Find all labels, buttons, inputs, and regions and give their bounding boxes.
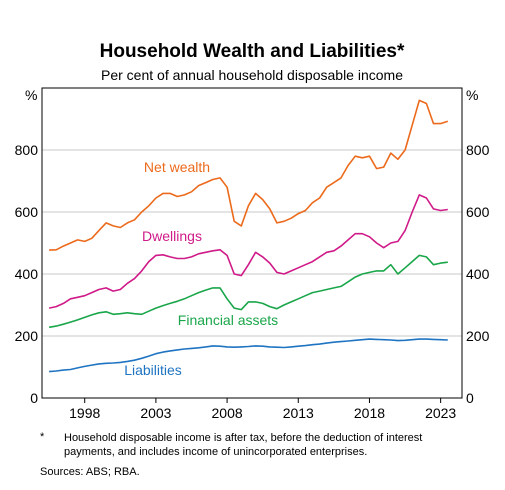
y-tick-label-left: 0 [30, 390, 38, 406]
y-tick-label-right: 0 [466, 390, 474, 406]
series-label: Financial assets [178, 312, 278, 328]
series-line [48, 254, 448, 329]
x-tick-label: 2018 [354, 405, 385, 421]
y-tick-label-left: 200 [15, 328, 39, 344]
plot-frame [41, 87, 463, 399]
x-tick-label: 2003 [140, 405, 171, 421]
y-tick-label-right: 400 [466, 266, 490, 282]
x-tick-label: 1998 [69, 405, 100, 421]
footnote-marker: * [40, 431, 45, 443]
y-tick-label-right: 800 [466, 142, 490, 158]
series-line [49, 338, 448, 373]
series-line [48, 194, 448, 309]
x-tick-label: 2008 [212, 405, 243, 421]
footnote: Household disposable income is after tax… [64, 432, 423, 458]
x-tick-label: 2023 [425, 405, 456, 421]
sources: Sources: ABS; RBA. [40, 466, 140, 478]
y-tick-label-left: 600 [15, 204, 39, 220]
series-label: Net wealth [144, 159, 210, 175]
chart-subtitle: Per cent of annual household disposable … [101, 67, 403, 83]
chart-title: Household Wealth and Liabilities* [100, 41, 405, 62]
y-unit-left: % [25, 87, 37, 103]
footnote-box: Household disposable income is after tax… [64, 432, 423, 458]
y-tick-label-right: 600 [466, 204, 490, 220]
series-line [49, 99, 449, 251]
series-label: Dwellings [142, 228, 202, 244]
series-label: Liabilities [124, 362, 182, 378]
y-unit-right: % [466, 87, 478, 103]
y-tick-label-left: 400 [15, 266, 39, 282]
x-tick-label: 2013 [283, 405, 314, 421]
y-tick-label-right: 200 [466, 328, 490, 344]
y-tick-label-left: 800 [15, 142, 39, 158]
